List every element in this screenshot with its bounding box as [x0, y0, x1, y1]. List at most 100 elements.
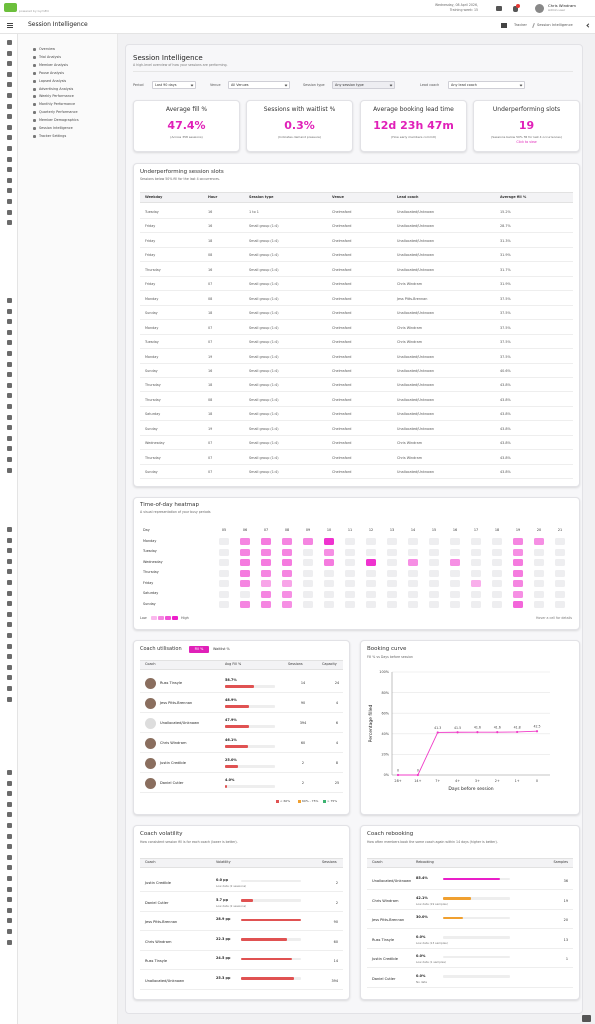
heatmap-cell[interactable]: [345, 601, 355, 608]
heatmap-cell[interactable]: [219, 559, 229, 566]
heatmap-cell[interactable]: [429, 538, 439, 545]
heatmap-cell[interactable]: [345, 538, 355, 545]
heatmap-cell[interactable]: [534, 601, 544, 608]
menu-item[interactable]: Member Demographics: [39, 118, 79, 123]
heatmap-cell[interactable]: [387, 548, 397, 556]
heatmap-cell[interactable]: [534, 569, 544, 577]
heatmap-cell[interactable]: [282, 601, 292, 608]
heatmap-cell[interactable]: [219, 538, 229, 545]
heatmap-cell[interactable]: [492, 580, 502, 587]
heatmap-cell[interactable]: [324, 590, 334, 598]
heatmap-cell[interactable]: [282, 559, 292, 566]
heatmap-cell[interactable]: [555, 580, 565, 587]
heatmap-cell[interactable]: [219, 580, 229, 587]
heatmap-cell[interactable]: [261, 569, 271, 577]
heatmap-cell[interactable]: [471, 548, 481, 556]
heatmap-cell[interactable]: [240, 580, 250, 587]
heatmap-cell[interactable]: [408, 559, 418, 566]
heatmap-cell[interactable]: [303, 559, 313, 566]
heatmap-cell[interactable]: [513, 580, 523, 587]
heatmap-cell[interactable]: [534, 590, 544, 598]
heatmap-cell[interactable]: [282, 590, 292, 598]
heatmap-cell[interactable]: [429, 580, 439, 587]
tab[interactable]: Waitlist %: [213, 647, 230, 651]
heatmap-cell[interactable]: [408, 590, 418, 598]
heatmap-cell[interactable]: [345, 580, 355, 587]
heatmap-cell[interactable]: [219, 548, 229, 556]
heatmap-cell[interactable]: [555, 559, 565, 566]
heatmap-cell[interactable]: [324, 580, 334, 587]
heatmap-cell[interactable]: [261, 601, 271, 608]
heatmap-cell[interactable]: [366, 559, 376, 566]
heatmap-cell[interactable]: [534, 548, 544, 556]
heatmap-cell[interactable]: [450, 601, 460, 608]
heatmap-cell[interactable]: [303, 601, 313, 608]
filter-select[interactable]: [448, 81, 525, 89]
heatmap-cell[interactable]: [408, 601, 418, 608]
heatmap-cell[interactable]: [366, 569, 376, 577]
heatmap-cell[interactable]: [555, 538, 565, 545]
heatmap-cell[interactable]: [492, 569, 502, 577]
filter-value[interactable]: All Venues: [231, 83, 249, 87]
heatmap-cell[interactable]: [387, 580, 397, 587]
heatmap-cell[interactable]: [492, 538, 502, 545]
heatmap-cell[interactable]: [303, 538, 313, 545]
heatmap-cell[interactable]: [492, 601, 502, 608]
heatmap-cell[interactable]: [345, 559, 355, 566]
menu-item[interactable]: Monthly Performance: [39, 102, 76, 107]
heatmap-cell[interactable]: [429, 559, 439, 566]
heatmap-cell[interactable]: [366, 601, 376, 608]
heatmap-cell[interactable]: [261, 538, 271, 545]
menu-item[interactable]: Pause Analysis: [39, 70, 65, 75]
filter-value[interactable]: Last 90 days: [155, 83, 177, 87]
heatmap-cell[interactable]: [429, 548, 439, 556]
heatmap-cell[interactable]: [324, 569, 334, 577]
heatmap-cell[interactable]: [408, 580, 418, 587]
heatmap-cell[interactable]: [513, 559, 523, 566]
heatmap-cell[interactable]: [261, 580, 271, 587]
filter-value[interactable]: Any session type: [335, 83, 364, 87]
heatmap-cell[interactable]: [471, 559, 481, 566]
scroll-top-button[interactable]: [582, 1015, 591, 1022]
heatmap-cell[interactable]: [240, 538, 250, 545]
heatmap-cell[interactable]: [513, 601, 523, 608]
menu-item[interactable]: Session Intelligence: [39, 126, 73, 130]
heatmap-cell[interactable]: [219, 569, 229, 577]
heatmap-cell[interactable]: [429, 601, 439, 608]
heatmap-cell[interactable]: [513, 569, 523, 577]
heatmap-cell[interactable]: [303, 569, 313, 577]
heatmap-cell[interactable]: [450, 569, 460, 577]
heatmap-cell[interactable]: [261, 590, 271, 598]
heatmap-cell[interactable]: [219, 590, 229, 598]
heatmap-cell[interactable]: [324, 559, 334, 566]
heatmap-cell[interactable]: [471, 601, 481, 608]
heatmap-cell[interactable]: [450, 580, 460, 587]
heatmap-cell[interactable]: [219, 601, 229, 608]
heatmap-cell[interactable]: [240, 569, 250, 577]
heatmap-cell[interactable]: [513, 590, 523, 598]
heatmap-cell[interactable]: [450, 559, 460, 566]
menu-item[interactable]: Quarterly Performance: [39, 110, 78, 115]
heatmap-cell[interactable]: [534, 580, 544, 587]
menu-item[interactable]: Advertising Analysis: [39, 86, 74, 91]
menu-item[interactable]: Tracker Settings: [39, 133, 67, 138]
heatmap-cell[interactable]: [387, 569, 397, 577]
filter-value[interactable]: Any lead coach: [451, 83, 477, 87]
heatmap-cell[interactable]: [534, 559, 544, 566]
heatmap-cell[interactable]: [408, 569, 418, 577]
heatmap-cell[interactable]: [366, 590, 376, 598]
heatmap-cell[interactable]: [303, 580, 313, 587]
heatmap-cell[interactable]: [471, 580, 481, 587]
heatmap-cell[interactable]: [366, 580, 376, 587]
heatmap-cell[interactable]: [345, 569, 355, 577]
heatmap-cell[interactable]: [555, 548, 565, 556]
menu-item[interactable]: Overview: [39, 47, 55, 51]
heatmap-cell[interactable]: [303, 548, 313, 556]
heatmap-cell[interactable]: [282, 569, 292, 577]
heatmap-cell[interactable]: [324, 601, 334, 608]
heatmap-cell[interactable]: [282, 548, 292, 556]
heatmap-cell[interactable]: [261, 548, 271, 556]
heatmap-cell[interactable]: [450, 548, 460, 556]
heatmap-cell[interactable]: [282, 580, 292, 587]
heatmap-cell[interactable]: [534, 538, 544, 545]
